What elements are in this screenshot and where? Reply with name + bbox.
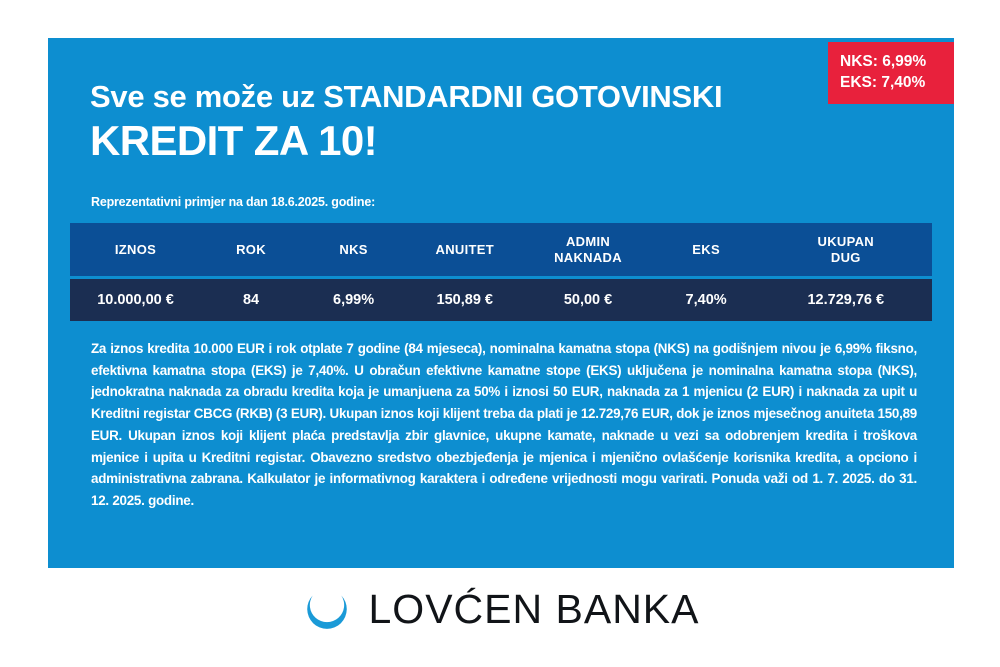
badge-nks-rate: NKS: 6,99%: [840, 53, 927, 71]
cell-nks: 6,99%: [333, 292, 375, 309]
column-header-ukupan-dug: UKUPAN DUG: [760, 223, 932, 276]
promo-panel: NKS: 6,99% EKS: 7,40% Sve se može uz STA…: [48, 38, 954, 568]
fineprint-disclaimer: Za iznos kredita 10.000 EUR i rok otplat…: [91, 341, 917, 508]
column-header-iznos: IZNOS: [114, 241, 157, 257]
column-header-admin-line2: NAKNADA: [554, 249, 622, 265]
column-header-nks: NKS: [339, 241, 368, 257]
column-header-rok: ROK: [236, 241, 266, 257]
lovcen-ring-icon: [306, 595, 347, 629]
column-header-anuitet: ANUITET: [435, 241, 494, 257]
headline-line-1: Sve se može uz STANDARDNI GOTOVINSKI: [90, 79, 723, 114]
rates-table-body: 10.000,00 € 84 6,99% 150,89 € 50,00 € 7,…: [70, 279, 932, 322]
representative-example-label: Reprezentativni primjer na dan 18.6.2025…: [91, 195, 376, 209]
rate-badge: NKS: 6,99% EKS: 7,40%: [828, 42, 954, 104]
cell-ukupan-dug: 12.729,76 €: [807, 292, 885, 309]
brand-footer: LOVĆEN BANKA: [0, 583, 1000, 635]
headline-line-2: KREDIT ZA 10!: [90, 116, 378, 164]
table-header-row: IZNOS ROK NKS ANUITET ADMIN NAKNADA EKS …: [70, 223, 932, 277]
column-header-admin-naknada: ADMIN NAKNADA: [523, 223, 652, 276]
cell-admin-naknada: 50,00 €: [563, 292, 613, 309]
rates-table-wrapper: IZNOS ROK NKS ANUITET ADMIN NAKNADA EKS …: [70, 223, 932, 322]
cell-anuitet: 150,89 €: [436, 292, 493, 309]
table-header-separator: [70, 276, 932, 280]
cell-eks: 7,40%: [685, 292, 727, 309]
headline: Sve se može uz STANDARDNI GOTOVINSKI KRE…: [90, 79, 860, 164]
rates-table-body-wrapper: 10.000,00 € 84 6,99% 150,89 € 50,00 € 7,…: [70, 279, 932, 322]
table-row: 10.000,00 € 84 6,99% 150,89 € 50,00 € 7,…: [70, 279, 932, 322]
rates-table-head: IZNOS ROK NKS ANUITET ADMIN NAKNADA EKS …: [70, 223, 932, 277]
brand-name: LOVĆEN BANKA: [368, 585, 700, 632]
column-header-admin-line1: ADMIN: [565, 234, 611, 249]
rates-table: IZNOS ROK NKS ANUITET ADMIN NAKNADA EKS …: [70, 223, 932, 277]
badge-eks-rate: EKS: 7,40%: [840, 74, 926, 91]
column-header-eks: EKS: [692, 241, 720, 257]
column-header-ukupan-line1: UKUPAN: [817, 234, 874, 249]
column-header-ukupan-line2: DUG: [830, 249, 861, 265]
cell-iznos: 10.000,00 €: [97, 292, 174, 309]
cell-rok: 84: [242, 292, 260, 309]
